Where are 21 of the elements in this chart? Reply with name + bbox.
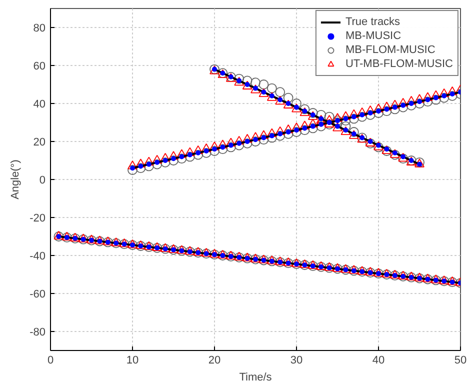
y-tick-label: -20 [30,212,46,224]
x-tick-label: 40 [372,354,385,366]
legend-label: MB-MUSIC [345,29,402,43]
legend-label: UT-MB-FLOM-MUSIC [345,57,453,71]
y-tick-label: 20 [33,136,46,148]
x-tick-label: 50 [454,354,467,366]
y-tick-label: -80 [30,326,46,338]
y-tick-label: 60 [33,60,46,72]
x-tick-label: 10 [126,354,139,366]
y-tick-label: 0 [39,174,46,186]
legend-label: True tracks [345,15,400,29]
x-tick-label: 20 [208,354,221,366]
x-tick-label: 0 [47,354,54,366]
x-axis-title: Time/s [239,372,272,384]
y-tick-label: 40 [33,98,46,110]
y-axis-title: Angle(°) [10,160,22,200]
y-tick-label: 80 [33,22,46,34]
y-tick-label: -60 [30,288,46,300]
y-tick-label: -40 [30,250,46,262]
x-tick-label: 30 [290,354,303,366]
legend-label: MB-FLOM-MUSIC [345,43,436,57]
